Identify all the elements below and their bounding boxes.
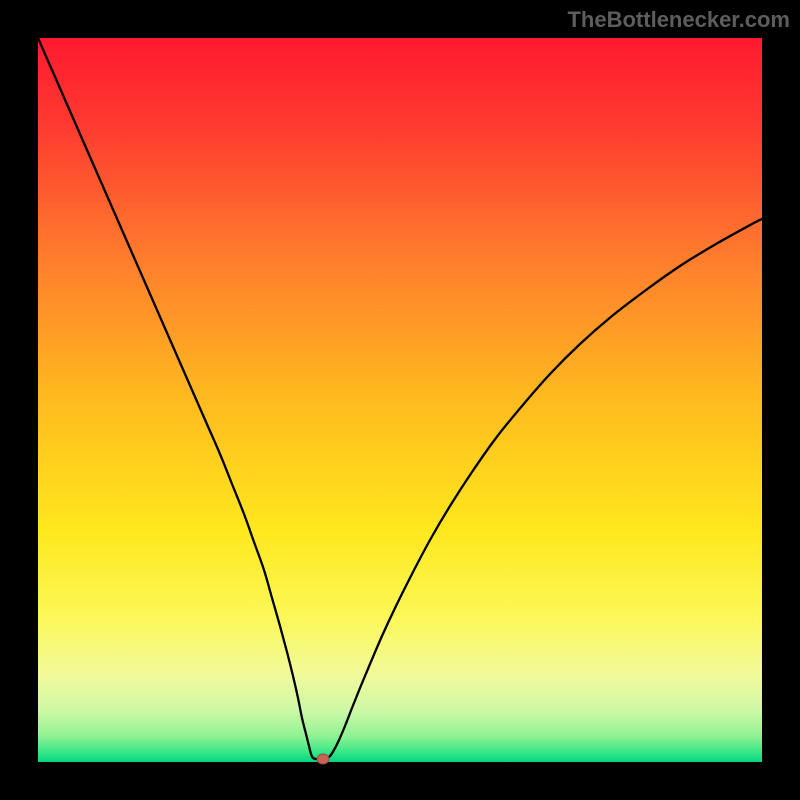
watermark-text: TheBottlenecker.com: [567, 7, 790, 33]
minimum-marker-dot: [317, 754, 329, 764]
minimum-marker: [315, 752, 331, 766]
plot-background: [38, 38, 762, 762]
chart-root: TheBottlenecker.com: [0, 0, 800, 800]
